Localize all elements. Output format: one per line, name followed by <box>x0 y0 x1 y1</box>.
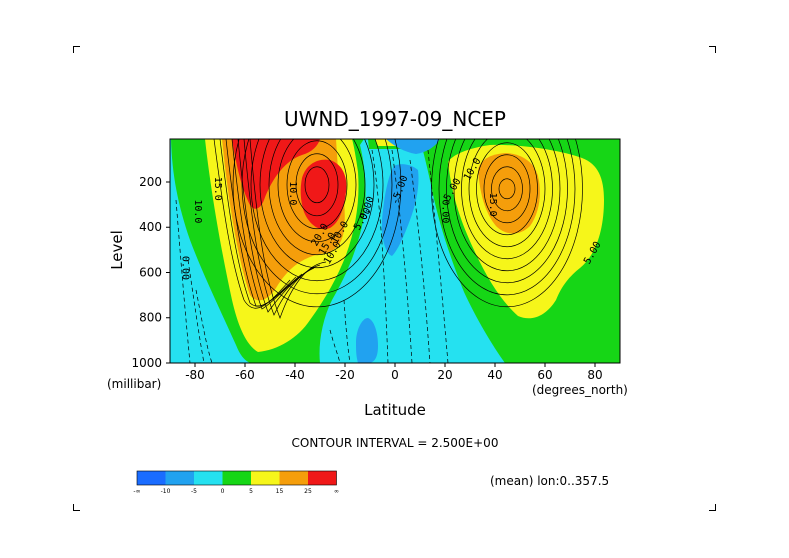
contour-solid <box>476 142 538 236</box>
mean-label: (mean) lon:0..357.5 <box>490 474 609 488</box>
colorbar-label: 0 <box>221 488 225 495</box>
field-band <box>381 164 419 256</box>
x-tick-label: -80 <box>185 368 205 382</box>
colorbar-frame <box>136 470 337 486</box>
colorbar-label: -10 <box>161 488 171 495</box>
contour-dashed <box>175 199 191 363</box>
contour-solid <box>491 166 523 212</box>
y-axis-label: Level <box>108 230 126 270</box>
colorbar-label: 25 <box>304 488 312 495</box>
contour-solid <box>431 139 583 308</box>
colorbar-swatch <box>222 471 251 485</box>
contour-label: 15.0 <box>212 177 223 201</box>
contour-label: 10.0 <box>287 181 298 205</box>
contour-dashed <box>427 149 449 363</box>
contour-solid <box>241 139 393 295</box>
field-band <box>386 139 440 154</box>
contour-solid <box>237 139 315 313</box>
colorbar-swatch <box>165 471 194 485</box>
x-axis-label: Latitude <box>364 401 426 419</box>
contour-dashed <box>409 159 431 363</box>
contour-solid <box>461 139 553 260</box>
y-tick-label: 400 <box>139 220 162 234</box>
colorbar-label: 5 <box>249 488 253 495</box>
y-axis: 200 400 600 800 1000 <box>131 175 170 370</box>
contour-solid <box>250 139 384 282</box>
contour-dashed <box>343 299 351 363</box>
contour-dashed <box>195 289 213 363</box>
contour-solid <box>468 139 546 248</box>
contour-solid <box>483 154 531 224</box>
crop-marks <box>73 46 716 511</box>
contour-dashed <box>329 329 341 363</box>
y-axis-unit: (millibar) <box>107 377 161 391</box>
colorbar-swatch <box>194 471 223 485</box>
contour-solid <box>286 140 348 230</box>
x-axis-unit: (degrees_north) <box>532 383 628 397</box>
y-tick-label: 800 <box>139 311 162 325</box>
contour-solid <box>231 139 309 310</box>
contour-solid <box>295 153 339 217</box>
colorbar-swatch <box>279 471 308 485</box>
colorbar-label: ∞ <box>334 488 339 495</box>
chart-title: UWND_1997-09_NCEP <box>284 107 506 131</box>
x-tick-label: -40 <box>285 368 305 382</box>
contour-solid <box>277 139 357 243</box>
y-tick-label: 200 <box>139 175 162 189</box>
colorbar-label: -5 <box>191 488 197 495</box>
contour-solid <box>268 139 366 256</box>
contour-interval-text: CONTOUR INTERVAL = 2.500E+00 <box>292 436 499 450</box>
contour-dashed <box>371 149 389 363</box>
contour-dashed <box>391 149 413 363</box>
x-tick-label: 0 <box>391 368 399 382</box>
colorbar-swatch <box>308 471 337 485</box>
contour-label: 0.00 <box>180 256 191 280</box>
x-axis: -80 -60 -40 -20 0 20 40 60 80 <box>185 363 603 382</box>
colorbar-label: 15 <box>276 488 284 495</box>
contour-solid <box>446 139 568 284</box>
contour-solid <box>243 139 321 316</box>
contour-dashed <box>187 259 205 363</box>
colorbar: -∞ -10 -5 0 5 15 25 ∞ <box>133 470 339 495</box>
field-band <box>356 318 378 363</box>
contour-solid <box>259 139 375 269</box>
contour-solid <box>304 166 330 204</box>
colorbar-swatch <box>137 471 166 485</box>
x-tick-label: 20 <box>437 368 452 382</box>
y-tick-label: 600 <box>139 265 162 279</box>
contour-label: 15.0 <box>487 193 498 217</box>
x-tick-label: 80 <box>587 368 602 382</box>
field-band <box>300 159 347 230</box>
x-tick-label: 60 <box>537 368 552 382</box>
x-tick-label: -60 <box>235 368 255 382</box>
field-band <box>478 153 540 234</box>
contour-lines <box>175 139 583 363</box>
contour-solid <box>438 139 576 296</box>
contour-label: 10.0 <box>192 199 203 223</box>
colorbar-label: -∞ <box>133 488 140 495</box>
colorbar-swatch <box>251 471 280 485</box>
y-tick-label: 1000 <box>131 356 162 370</box>
x-tick-label: 40 <box>487 368 502 382</box>
contour-solid <box>498 178 516 200</box>
contour-label: 0.00 <box>440 199 451 223</box>
x-tick-label: -20 <box>335 368 355 382</box>
contour-solid <box>225 139 303 307</box>
contour-solid <box>232 139 402 308</box>
contour-solid <box>453 139 561 272</box>
